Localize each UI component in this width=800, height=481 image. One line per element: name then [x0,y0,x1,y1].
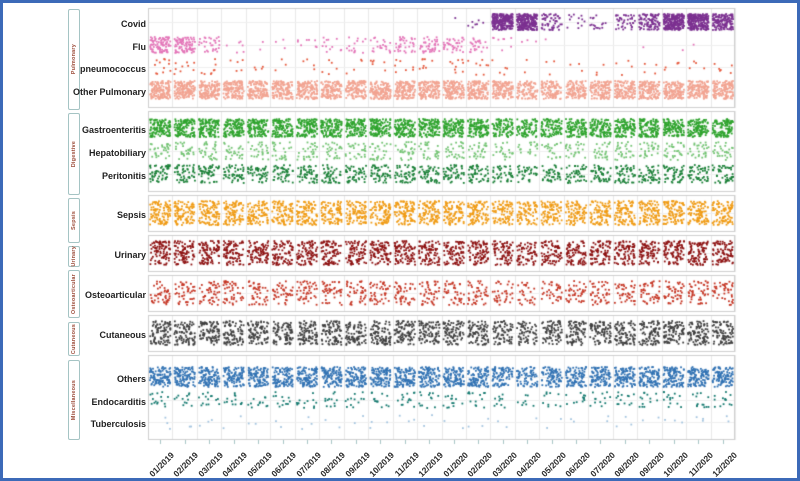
y-label-cutaneous: Cutaneous [99,330,146,340]
y-label-covid: Covid [120,19,146,29]
y-label-peritonitis: Peritonitis [101,171,146,181]
y-label-gastroenteritis: Gastroenteritis [81,125,146,135]
group-box-miscellaneous: Miscellaneous [68,360,80,440]
y-label-endocarditis: Endocarditis [91,397,146,407]
group-box-cutaneous: Cutaneous [68,322,80,356]
y-label-other-pulmonary: Other Pulmonary [72,87,146,97]
y-label-pneumococcus: pneumococcus [79,64,146,74]
y-label-sepsis: Sepsis [116,210,146,220]
group-box-urinary: Urinary [68,246,80,267]
y-label-flu: Flu [132,42,147,52]
scatter-plot-canvas [3,3,797,478]
y-label-urinary: Urinary [114,250,146,260]
group-box-osteoarticular: Osteoarticular [68,270,80,318]
group-box-digestive: Digestive [68,113,80,195]
group-box-pulmonary: Pulmonary [68,9,80,110]
group-box-sepsis: Sepsis [68,198,80,243]
y-label-hepatobiliary: Hepatobiliary [88,148,146,158]
y-label-others: Others [116,374,146,384]
y-label-tuberculosis: Tuberculosis [90,419,146,429]
y-label-osteoarticular: Osteoarticular [84,290,146,300]
